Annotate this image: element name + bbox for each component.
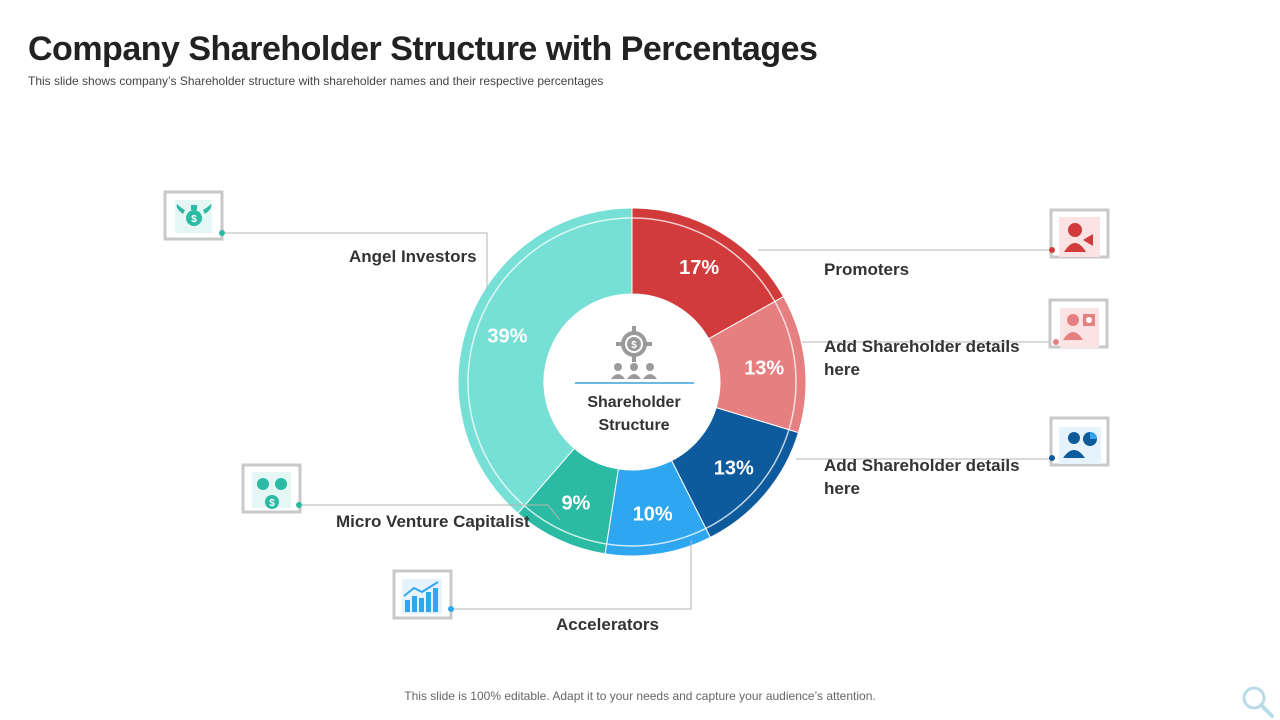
label-angel-investors: Angel Investors — [349, 247, 477, 266]
label-promoters: Promoters — [824, 260, 910, 279]
growth-chart-icon — [403, 581, 439, 612]
footer-note: This slide is 100% editable. Adapt it to… — [404, 689, 876, 703]
donut-center — [544, 294, 720, 470]
connector-line-3 — [451, 540, 692, 610]
icon-box-micro-venture: $ — [241, 463, 302, 514]
businessman-pie-icon — [1063, 432, 1097, 458]
slice-value-label-0: 17% — [679, 257, 719, 279]
center-label-line1: Shareholder — [587, 394, 680, 411]
icon-box-angel-investors: $ — [163, 190, 225, 241]
center-label-line2: Structure — [598, 417, 669, 434]
label-micro-venture-capitalist: Micro Venture Capitalist — [336, 512, 530, 531]
connector-line-4 — [299, 504, 561, 521]
connector-line-5 — [222, 232, 488, 290]
label-shareholder-details-2: Add Shareholder details here — [824, 456, 1020, 498]
speaker-person-icon — [1064, 223, 1093, 252]
slice-value-label-5: 39% — [487, 325, 527, 347]
slice-value-label-3: 10% — [633, 503, 673, 525]
slice-value-label-4: 9% — [561, 493, 590, 515]
winged-money-bag-icon: $ — [176, 204, 212, 226]
icon-box-accelerators — [392, 569, 454, 620]
svg-text:$: $ — [269, 498, 275, 509]
donut-inner-ring — [467, 217, 797, 547]
svg-text:$: $ — [191, 214, 197, 225]
investors-dollar-icon: $ — [257, 478, 287, 509]
icon-box-shareholder-1 — [1048, 298, 1109, 349]
search-icon[interactable] — [1240, 684, 1276, 720]
slice-value-label-1: 13% — [744, 358, 784, 380]
svg-text:$: $ — [631, 340, 637, 351]
label-shareholder-details-1: Add Shareholder details here — [824, 337, 1020, 379]
icon-box-promoters — [1049, 208, 1110, 259]
page-title: Company Shareholder Structure with Perce… — [28, 30, 818, 68]
page-subtitle: This slide shows company’s Shareholder s… — [28, 74, 604, 88]
icon-box-shareholder-2 — [1049, 416, 1110, 467]
presenter-chart-icon — [1063, 314, 1095, 340]
center-icon: $ — [611, 326, 657, 379]
label-accelerators: Accelerators — [556, 615, 660, 634]
slice-value-label-2: 13% — [714, 458, 754, 480]
